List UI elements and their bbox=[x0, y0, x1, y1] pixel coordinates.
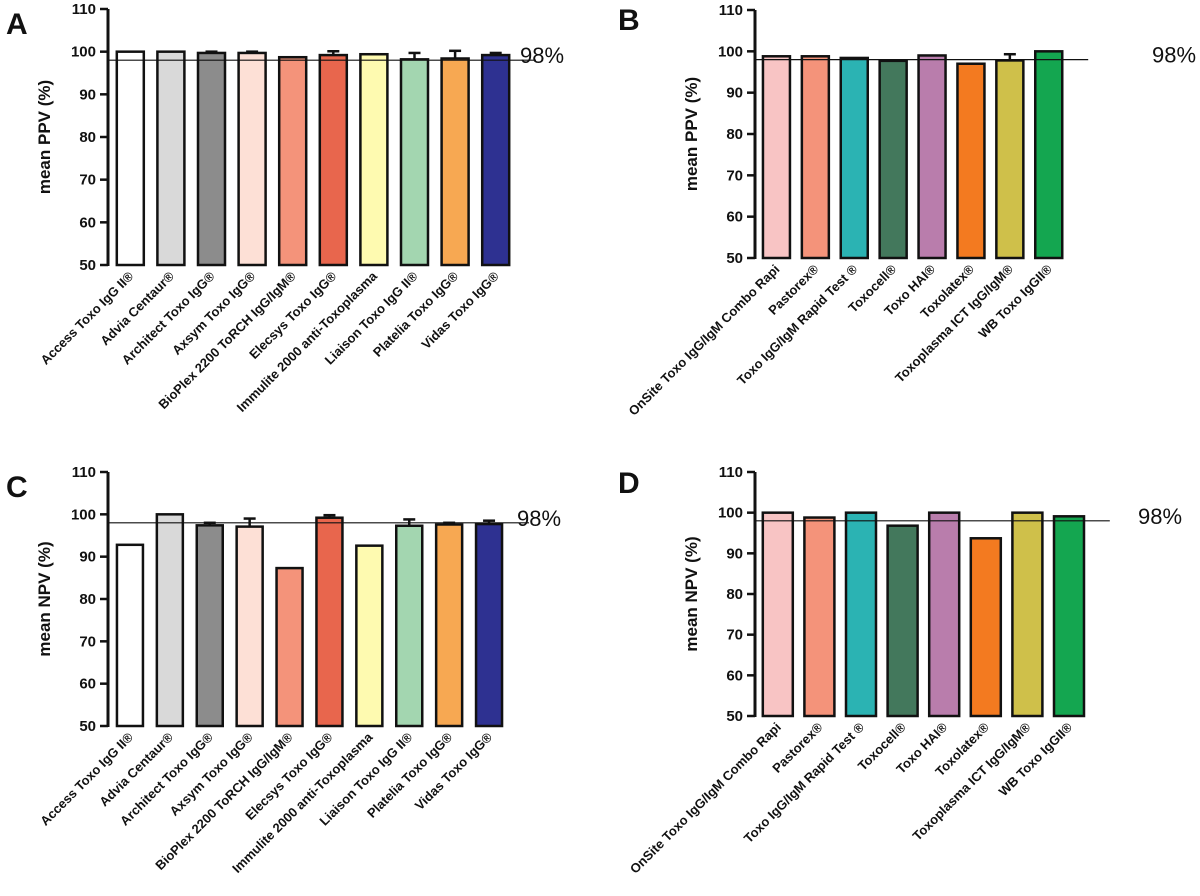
y-tick-label: 80 bbox=[726, 586, 743, 603]
y-tick-label: 70 bbox=[726, 167, 743, 184]
bar bbox=[115, 50, 146, 267]
y-tick-label: 90 bbox=[726, 545, 743, 562]
bar bbox=[115, 543, 145, 728]
y-tick-label: 50 bbox=[79, 257, 96, 274]
bar bbox=[156, 50, 186, 267]
y-tick-label: 100 bbox=[71, 506, 96, 523]
bar bbox=[1052, 515, 1086, 718]
bar bbox=[434, 523, 464, 728]
x-category-label: Advia Centaur® bbox=[97, 268, 177, 348]
y-tick-label: 100 bbox=[718, 43, 743, 60]
bar bbox=[956, 62, 986, 260]
bar bbox=[195, 524, 224, 728]
y-axis-label: mean PPV (%) bbox=[682, 77, 701, 191]
bar bbox=[359, 52, 389, 267]
bar bbox=[1034, 50, 1064, 260]
y-tick-label: 110 bbox=[72, 464, 96, 481]
panel-letter: B bbox=[618, 4, 640, 37]
bar bbox=[886, 524, 919, 718]
y-tick-label: 80 bbox=[79, 591, 96, 608]
y-tick-label: 110 bbox=[719, 464, 743, 481]
y-tick-label: 70 bbox=[79, 172, 96, 189]
y-tick-label: 90 bbox=[726, 85, 743, 102]
x-category-label: WB Toxo IgGII® bbox=[975, 261, 1055, 341]
y-tick-label: 90 bbox=[79, 549, 96, 566]
bar bbox=[315, 516, 344, 728]
bar bbox=[474, 522, 504, 728]
y-tick-label: 110 bbox=[72, 1, 96, 18]
bar bbox=[917, 54, 947, 260]
y-tick-label: 70 bbox=[79, 633, 96, 650]
y-tick-label: 80 bbox=[79, 129, 96, 146]
bar bbox=[969, 537, 1003, 718]
bar bbox=[275, 566, 304, 728]
y-axis-label: mean NPV (%) bbox=[682, 536, 701, 651]
bar bbox=[839, 56, 869, 260]
bar bbox=[237, 51, 267, 267]
y-tick-label: 60 bbox=[726, 667, 743, 684]
y-tick-label: 100 bbox=[71, 44, 96, 61]
bar bbox=[155, 513, 185, 728]
y-tick-label: 60 bbox=[79, 676, 96, 693]
reference-line-label: 98% bbox=[517, 506, 561, 531]
y-tick-label: 60 bbox=[79, 214, 96, 231]
bar bbox=[878, 59, 908, 260]
x-category-label: OnSite Toxo IgG/IgM Combo Rapi bbox=[626, 262, 783, 419]
y-tick-label: 70 bbox=[726, 627, 743, 644]
y-tick-label: 80 bbox=[726, 126, 743, 143]
reference-line-label: 98% bbox=[1138, 504, 1182, 529]
reference-line-label: 98% bbox=[1152, 43, 1196, 68]
y-tick-label: 110 bbox=[719, 2, 743, 19]
panel-letter: C bbox=[6, 471, 28, 504]
reference-line-label: 98% bbox=[520, 43, 564, 68]
bar bbox=[803, 516, 836, 718]
panel-letter: A bbox=[6, 8, 28, 41]
bar bbox=[395, 524, 424, 728]
y-axis-label: mean PPV (%) bbox=[35, 80, 54, 194]
bar bbox=[844, 511, 878, 718]
y-tick-label: 50 bbox=[726, 708, 743, 725]
bar bbox=[927, 511, 961, 718]
x-category-label: WB Toxo IgGII® bbox=[996, 719, 1076, 799]
bar bbox=[318, 53, 349, 267]
y-axis-label: mean NPV (%) bbox=[35, 541, 54, 656]
y-tick-label: 100 bbox=[718, 505, 743, 522]
bar bbox=[355, 544, 384, 728]
bar bbox=[235, 525, 264, 728]
bar bbox=[440, 57, 470, 267]
bar bbox=[761, 55, 792, 260]
bar bbox=[196, 51, 227, 267]
bar bbox=[1011, 511, 1044, 718]
y-tick-label: 50 bbox=[726, 250, 743, 267]
bar bbox=[480, 53, 511, 267]
bar bbox=[277, 55, 308, 267]
y-tick-label: 60 bbox=[726, 209, 743, 226]
bar bbox=[761, 511, 795, 718]
panel-letter: D bbox=[618, 467, 640, 500]
x-category-label: OnSite Toxo IgG/IgM Combo Rapi bbox=[627, 720, 784, 877]
bar bbox=[800, 55, 831, 260]
bar bbox=[995, 59, 1025, 260]
bar bbox=[399, 58, 430, 267]
y-tick-label: 90 bbox=[79, 86, 96, 103]
x-category-label: Vidas Toxo IgG® bbox=[418, 268, 502, 352]
y-tick-label: 50 bbox=[79, 718, 96, 735]
